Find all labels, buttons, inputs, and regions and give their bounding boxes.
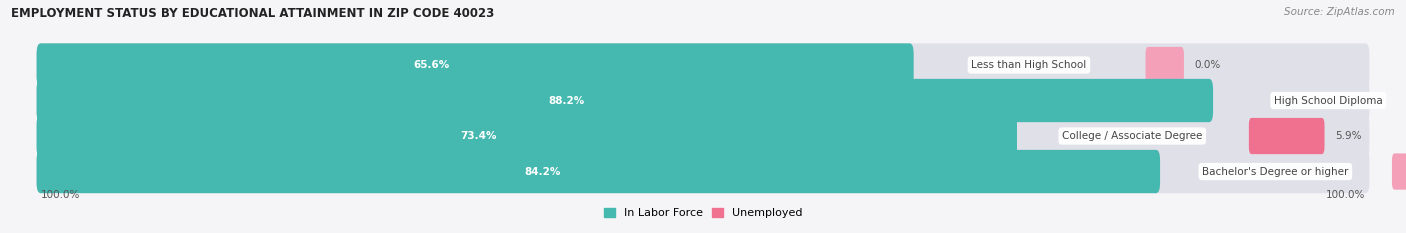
Text: College / Associate Degree: College / Associate Degree	[1062, 131, 1202, 141]
FancyBboxPatch shape	[37, 43, 1369, 87]
FancyBboxPatch shape	[1146, 47, 1184, 83]
Text: EMPLOYMENT STATUS BY EDUCATIONAL ATTAINMENT IN ZIP CODE 40023: EMPLOYMENT STATUS BY EDUCATIONAL ATTAINM…	[11, 7, 495, 20]
Text: High School Diploma: High School Diploma	[1274, 96, 1382, 106]
FancyBboxPatch shape	[37, 150, 1160, 193]
Text: 84.2%: 84.2%	[524, 167, 561, 177]
FancyBboxPatch shape	[37, 43, 914, 87]
Text: 100.0%: 100.0%	[1326, 190, 1365, 200]
Text: Source: ZipAtlas.com: Source: ZipAtlas.com	[1284, 7, 1395, 17]
Text: 65.6%: 65.6%	[413, 60, 450, 70]
Text: 0.0%: 0.0%	[1195, 60, 1220, 70]
Legend: In Labor Force, Unemployed: In Labor Force, Unemployed	[603, 208, 803, 218]
Text: 100.0%: 100.0%	[41, 190, 80, 200]
FancyBboxPatch shape	[37, 79, 1213, 122]
Text: 5.9%: 5.9%	[1336, 131, 1361, 141]
Text: Bachelor's Degree or higher: Bachelor's Degree or higher	[1202, 167, 1348, 177]
FancyBboxPatch shape	[1249, 118, 1324, 154]
FancyBboxPatch shape	[37, 114, 1017, 158]
FancyBboxPatch shape	[37, 150, 1369, 193]
Text: Less than High School: Less than High School	[972, 60, 1087, 70]
FancyBboxPatch shape	[1392, 153, 1406, 190]
FancyBboxPatch shape	[37, 79, 1369, 122]
Text: 73.4%: 73.4%	[460, 131, 496, 141]
FancyBboxPatch shape	[37, 114, 1369, 158]
Text: 88.2%: 88.2%	[548, 96, 585, 106]
